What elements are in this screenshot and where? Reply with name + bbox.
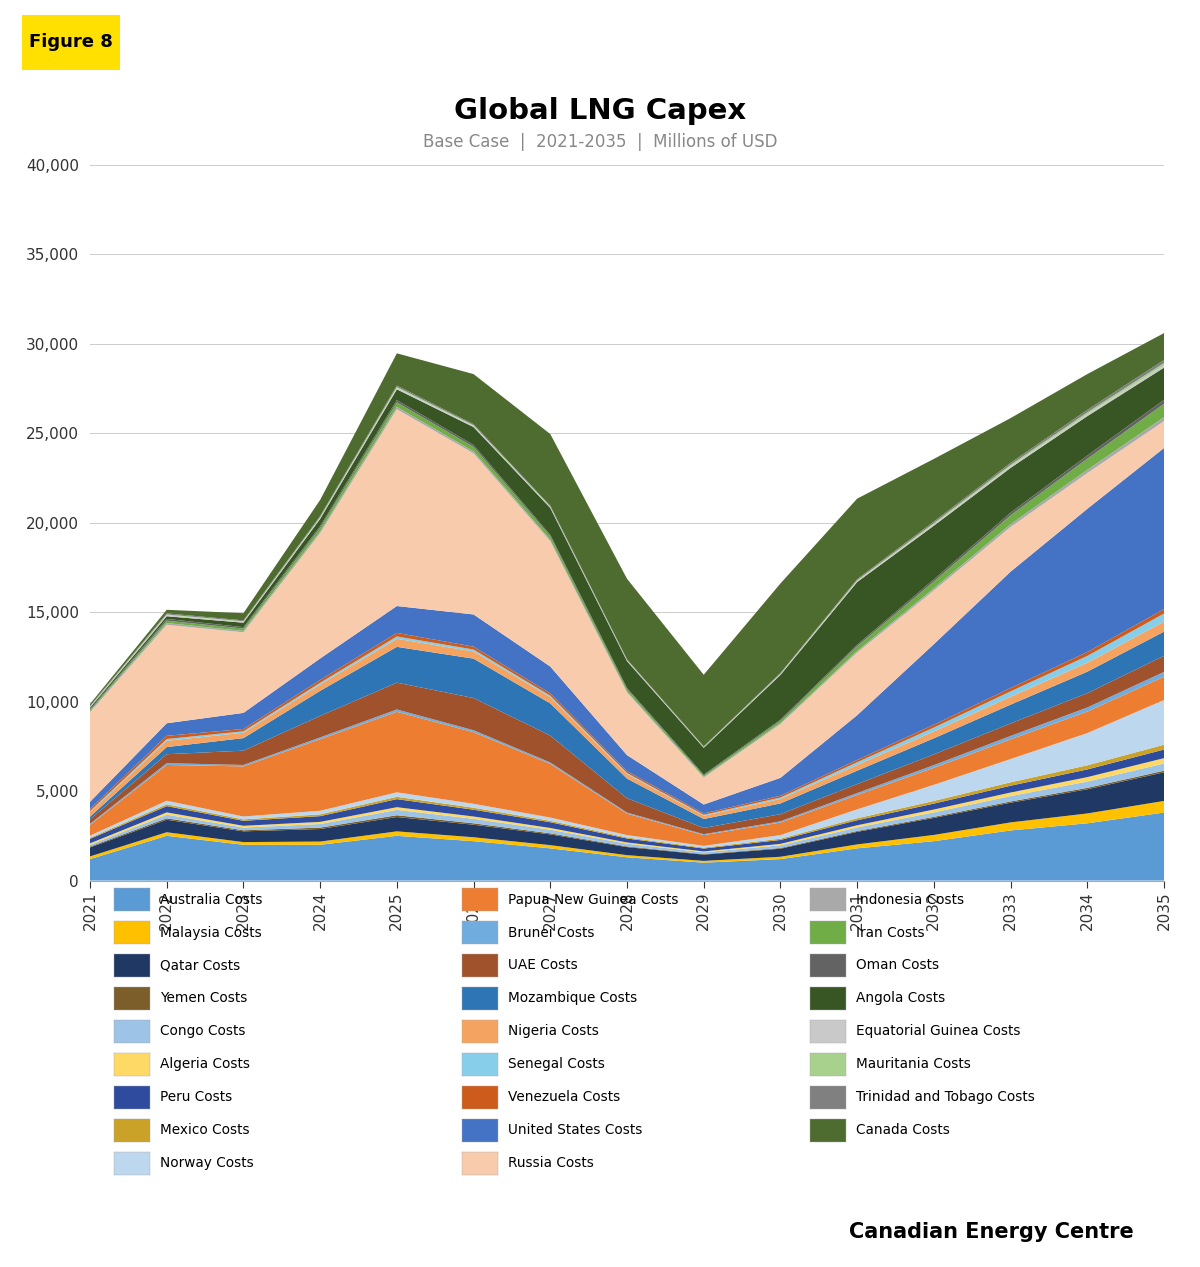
Text: Malaysia Costs: Malaysia Costs: [160, 925, 262, 940]
Text: Norway Costs: Norway Costs: [160, 1156, 253, 1171]
Text: Global LNG Capex: Global LNG Capex: [454, 98, 746, 125]
Text: Indonesia Costs: Indonesia Costs: [856, 892, 964, 907]
Text: Oman Costs: Oman Costs: [856, 958, 938, 973]
Text: Yemen Costs: Yemen Costs: [160, 991, 247, 1006]
Text: Papua New Guinea Costs: Papua New Guinea Costs: [508, 892, 678, 907]
Text: Figure 8: Figure 8: [29, 33, 113, 52]
Text: Equatorial Guinea Costs: Equatorial Guinea Costs: [856, 1024, 1020, 1039]
Text: Mauritania Costs: Mauritania Costs: [856, 1057, 971, 1072]
Text: Australia Costs: Australia Costs: [160, 892, 262, 907]
Text: Brunei Costs: Brunei Costs: [508, 925, 594, 940]
Text: Mozambique Costs: Mozambique Costs: [508, 991, 637, 1006]
Text: Senegal Costs: Senegal Costs: [508, 1057, 605, 1072]
Text: Angola Costs: Angola Costs: [856, 991, 944, 1006]
Text: Iran Costs: Iran Costs: [856, 925, 924, 940]
Text: Trinidad and Tobago Costs: Trinidad and Tobago Costs: [856, 1090, 1034, 1105]
Text: Qatar Costs: Qatar Costs: [160, 958, 240, 973]
Text: Canadian Energy Centre: Canadian Energy Centre: [850, 1221, 1134, 1242]
Text: Canada Costs: Canada Costs: [856, 1123, 949, 1138]
Text: Peru Costs: Peru Costs: [160, 1090, 232, 1105]
Text: Mexico Costs: Mexico Costs: [160, 1123, 250, 1138]
Text: Base Case  |  2021-2035  |  Millions of USD: Base Case | 2021-2035 | Millions of USD: [422, 133, 778, 151]
Text: Venezuela Costs: Venezuela Costs: [508, 1090, 620, 1105]
Text: Algeria Costs: Algeria Costs: [160, 1057, 250, 1072]
Text: Nigeria Costs: Nigeria Costs: [508, 1024, 599, 1039]
Text: Russia Costs: Russia Costs: [508, 1156, 594, 1171]
Text: United States Costs: United States Costs: [508, 1123, 642, 1138]
Text: UAE Costs: UAE Costs: [508, 958, 577, 973]
Text: Congo Costs: Congo Costs: [160, 1024, 245, 1039]
